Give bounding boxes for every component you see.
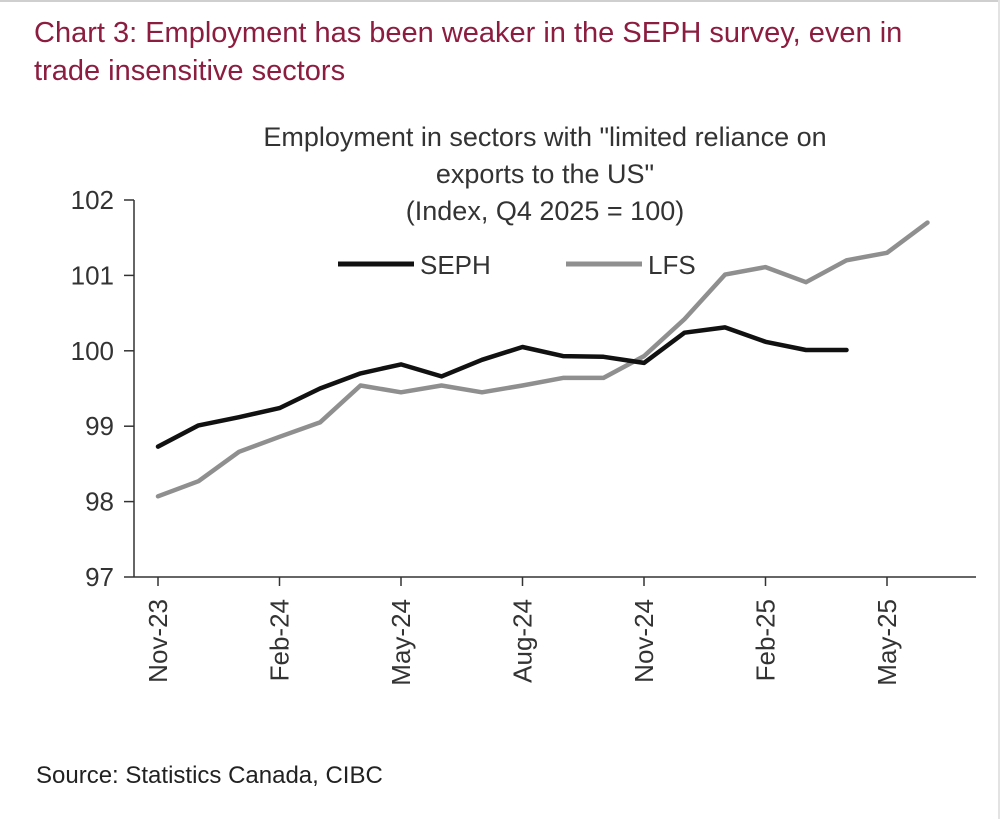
x-tick-label: Aug-24 bbox=[508, 599, 538, 683]
legend-label-lfs: LFS bbox=[648, 250, 696, 280]
x-tick-label: May-25 bbox=[872, 599, 902, 686]
series-line-seph bbox=[155, 325, 849, 449]
y-tick-label: 102 bbox=[71, 185, 114, 215]
y-tick-label: 101 bbox=[71, 260, 114, 290]
legend: SEPH LFS bbox=[338, 250, 696, 280]
axes: 97 98 99 100 101 102 Nov-23 Feb-24 May-24 Aug-24 N… bbox=[71, 185, 976, 686]
right-border bbox=[998, 0, 1000, 819]
y-tick-label: 99 bbox=[85, 411, 114, 441]
chart-title-line-3: (Index, Q4 2025 = 100) bbox=[406, 196, 684, 226]
y-tick-label: 100 bbox=[71, 336, 114, 366]
series-line-lfs bbox=[155, 220, 930, 499]
chart-title: Employment in sectors with "limited reli… bbox=[263, 122, 826, 226]
x-tick-label: Nov-23 bbox=[143, 599, 173, 683]
x-tick-label: Feb-24 bbox=[265, 599, 295, 681]
x-tick-label: Nov-24 bbox=[629, 599, 659, 683]
chart-title-line-2: exports to the US" bbox=[436, 159, 654, 189]
y-tick-label: 97 bbox=[85, 562, 114, 592]
chart-title-line-1: Employment in sectors with "limited reli… bbox=[263, 122, 826, 152]
source-note: Source: Statistics Canada, CIBC bbox=[36, 762, 383, 789]
top-border bbox=[0, 0, 1000, 2]
series-layer bbox=[155, 220, 930, 499]
x-tick-label: Feb-25 bbox=[751, 599, 781, 681]
y-tick-label: 98 bbox=[85, 487, 114, 517]
legend-label-seph: SEPH bbox=[420, 250, 491, 280]
line-chart: Employment in sectors with "limited reli… bbox=[71, 122, 976, 686]
x-tick-label: May-24 bbox=[386, 599, 416, 686]
chart-heading: Chart 3: Employment has been weaker in t… bbox=[34, 17, 903, 87]
